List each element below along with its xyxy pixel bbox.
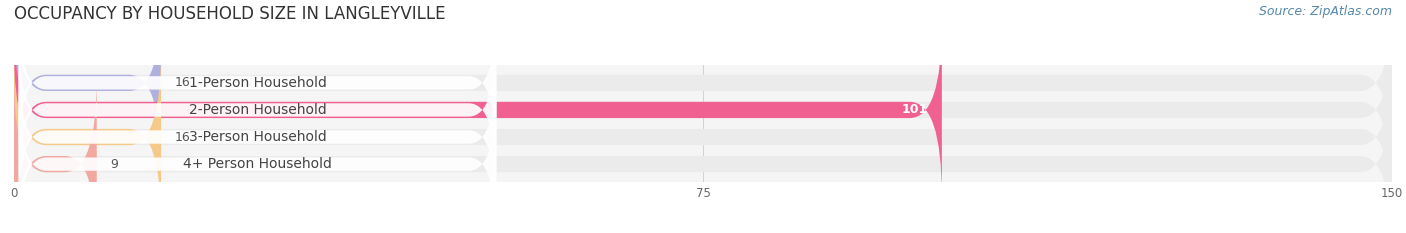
FancyBboxPatch shape bbox=[14, 23, 1392, 197]
Text: 101: 101 bbox=[901, 103, 928, 116]
FancyBboxPatch shape bbox=[14, 0, 1392, 170]
FancyBboxPatch shape bbox=[18, 89, 496, 233]
FancyBboxPatch shape bbox=[14, 50, 1392, 224]
FancyBboxPatch shape bbox=[14, 23, 942, 197]
FancyBboxPatch shape bbox=[14, 77, 1392, 233]
FancyBboxPatch shape bbox=[18, 62, 496, 212]
Text: OCCUPANCY BY HOUSEHOLD SIZE IN LANGLEYVILLE: OCCUPANCY BY HOUSEHOLD SIZE IN LANGLEYVI… bbox=[14, 5, 446, 23]
FancyBboxPatch shape bbox=[18, 35, 496, 185]
FancyBboxPatch shape bbox=[14, 0, 162, 170]
Text: 16: 16 bbox=[174, 130, 191, 144]
Text: 4+ Person Household: 4+ Person Household bbox=[183, 157, 332, 171]
Text: 9: 9 bbox=[111, 158, 118, 171]
Text: 2-Person Household: 2-Person Household bbox=[188, 103, 326, 117]
FancyBboxPatch shape bbox=[18, 8, 496, 158]
FancyBboxPatch shape bbox=[14, 77, 97, 233]
Text: Source: ZipAtlas.com: Source: ZipAtlas.com bbox=[1258, 5, 1392, 18]
Text: 3-Person Household: 3-Person Household bbox=[188, 130, 326, 144]
Text: 16: 16 bbox=[174, 76, 191, 89]
FancyBboxPatch shape bbox=[14, 50, 162, 224]
Text: 1-Person Household: 1-Person Household bbox=[188, 76, 326, 90]
